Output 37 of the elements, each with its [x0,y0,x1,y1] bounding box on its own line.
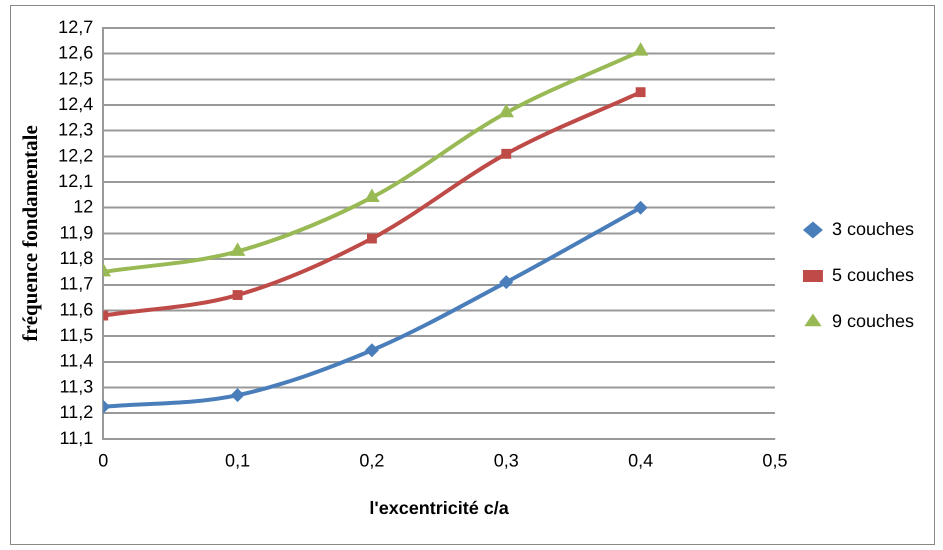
point [230,388,245,402]
legend-label: 5 couches [832,264,914,285]
x-tick-label: 0 [98,450,108,471]
point [499,275,514,290]
x-tick-label: 0,5 [762,450,788,471]
y-tick-label: 11,9 [60,222,94,242]
y-tick-label: 11,3 [60,376,94,396]
y-tick-label: 11,2 [60,402,94,422]
point [232,290,243,300]
y-tick-label: 12,7 [58,16,94,37]
y-tick-label: 12,2 [58,145,94,166]
y-tick-label: 12,1 [58,171,94,192]
y-tick-label: 11,4 [60,350,94,371]
y-tick-label: 12,4 [58,94,94,114]
y-tick-label: 11,8 [60,248,94,268]
y-tick-label: 11,5 [60,325,94,346]
y-tick-label: 12,5 [58,68,94,88]
point [632,42,648,56]
x-tick-label: 0,1 [225,450,250,471]
y-tick-label: 11,1 [60,428,94,448]
y-tick-label: 11,6 [60,299,94,320]
point [636,87,646,98]
point [501,148,512,159]
x-tick-label: 0,2 [359,450,384,471]
x-axis-title: l'excentricité c/a [369,498,510,518]
x-tick-label: 0,4 [628,450,654,471]
legend-label: 3 couches [832,218,914,239]
y-axis-title: fréquence fondamentale [18,125,42,342]
y-tick-label: 11,7 [60,274,94,294]
x-tick-label: 0,3 [494,450,519,471]
point [364,343,379,358]
legend-label: 9 couches [832,310,914,331]
point [366,234,377,244]
point [634,200,648,215]
y-tick-label: 12,6 [58,42,94,63]
y-tick-label: 12,3 [58,120,94,140]
y-tick-label: 12 [73,196,94,217]
